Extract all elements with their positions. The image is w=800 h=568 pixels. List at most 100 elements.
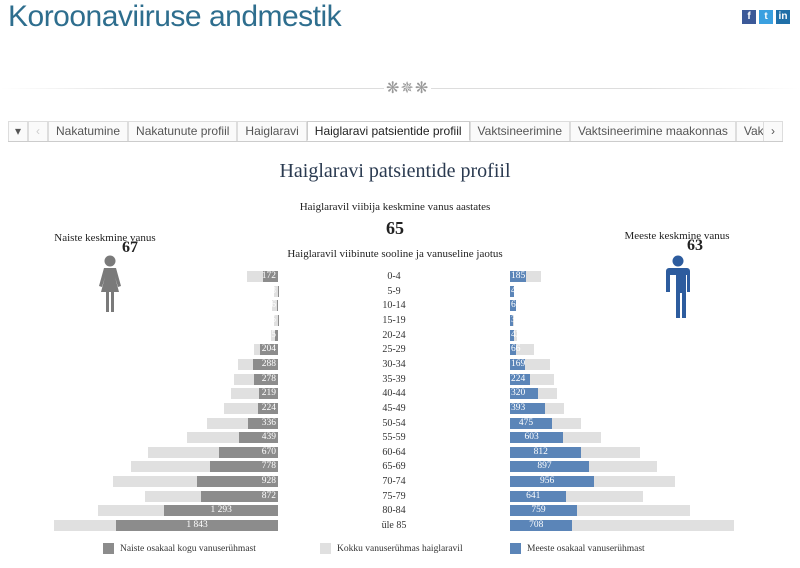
women-total-bar	[223, 402, 278, 414]
age-group-label: 15-19	[382, 314, 406, 326]
women-total-bar	[273, 285, 278, 297]
woman-icon	[99, 255, 121, 312]
men-value-label: 393	[511, 402, 526, 413]
women-value-label: 219	[261, 388, 276, 399]
linkedin-icon[interactable]: in	[776, 10, 790, 24]
men-bar	[510, 417, 552, 429]
tab-vaktsineerimine-maakonnas[interactable]: Vaktsineerimine maakonnas	[570, 121, 736, 141]
men-value-label: 39	[511, 314, 521, 325]
legend-swatch-women	[103, 543, 114, 554]
women-value-label: 278	[261, 373, 276, 384]
men-bar	[510, 490, 567, 502]
age-group-label: 20-24	[382, 329, 406, 341]
men-bar	[510, 505, 577, 517]
tab-vakts[interactable]: Vakts	[735, 121, 763, 141]
tab-nakatumine[interactable]: Nakatumine	[48, 121, 129, 141]
women-total-bar	[147, 446, 278, 458]
men-value-label: 66	[511, 344, 521, 355]
women-bar	[252, 358, 278, 370]
women-bar	[253, 373, 278, 385]
average-age-value: 65	[386, 218, 404, 238]
women-bar	[277, 300, 278, 312]
men-value-label: 759	[531, 505, 546, 516]
tab-haiglaravi-patsientide-profiil[interactable]: Haiglaravi patsientide profiil	[306, 121, 470, 141]
men-value-label: 63	[511, 300, 521, 311]
tab-haiglaravi[interactable]: Haiglaravi	[237, 121, 307, 141]
age-group-label: 5-9	[387, 285, 401, 297]
men-value-label: 475	[518, 417, 534, 428]
women-bar	[164, 505, 278, 517]
men-bar	[510, 388, 539, 400]
legend-label-women: Naiste osakaal kogu vanuserühmast	[120, 543, 256, 554]
legend-total: Kokku vanuserühmas haiglaravil	[320, 543, 463, 554]
tab-nakatunute-profiil[interactable]: Nakatunute profiil	[128, 121, 238, 141]
women-total-bar	[246, 271, 278, 282]
women-value-label: 288	[261, 358, 276, 369]
men-bar	[510, 358, 525, 370]
men-total-bar	[510, 490, 643, 502]
legend-men: Meeste osakaal vanuserühmast	[510, 543, 645, 554]
men-value-label: 603	[524, 432, 539, 443]
women-value-label: 6	[271, 300, 276, 311]
age-group-label: 60-64	[382, 446, 406, 458]
facebook-icon[interactable]: f	[742, 10, 756, 24]
women-total-bar	[130, 461, 278, 473]
legend-label-men: Meeste osakaal vanuserühmast	[527, 543, 645, 554]
women-bar	[116, 520, 278, 532]
women-total-bar	[271, 300, 278, 312]
men-bar	[510, 344, 516, 356]
women-average-value: 67	[122, 239, 138, 256]
women-value-label: 928	[261, 476, 276, 487]
age-group-label: 10-14	[382, 300, 406, 312]
men-value-label: 45	[511, 285, 521, 296]
men-value-label: 641	[526, 490, 541, 501]
dashboard-title: Haiglaravi patsientide profiil	[279, 160, 511, 182]
women-value-label: 5	[271, 314, 276, 325]
men-bar	[510, 373, 530, 385]
men-total-bar	[510, 373, 555, 385]
women-value-label: 336	[261, 417, 276, 428]
tab-menu-dropdown[interactable]: ▾	[8, 121, 28, 141]
men-bar	[510, 314, 514, 326]
age-group-label: 45-49	[382, 402, 406, 414]
women-value-label: 35	[266, 329, 277, 340]
women-value-label: 172	[261, 271, 276, 281]
women-total-bar	[206, 417, 278, 429]
legend-swatch-men	[510, 543, 521, 554]
age-group-label: 35-39	[382, 373, 406, 385]
age-group-label: 30-34	[382, 358, 406, 370]
women-bar	[209, 461, 278, 473]
tab-scroll-left[interactable]: ‹	[28, 121, 48, 141]
women-value-label: 3	[271, 285, 276, 296]
average-age-label: Haiglaravil viibija keskmine vanus aasta…	[299, 201, 491, 213]
men-bar	[510, 446, 582, 458]
men-bar	[510, 285, 514, 297]
women-value-label: 778	[261, 461, 276, 472]
app-title: Koroonaviiruse andmestik	[8, 0, 342, 33]
men-value-label: 812	[533, 446, 548, 457]
women-average-label: Naiste keskmine vanus	[54, 232, 156, 244]
men-total-bar	[510, 358, 551, 370]
age-group-label: 75-79	[382, 490, 406, 502]
men-bar	[510, 271, 527, 282]
age-group-label: 80-84	[382, 505, 406, 517]
men-bar	[510, 402, 545, 414]
women-total-bar	[230, 388, 278, 400]
women-bar	[262, 271, 278, 282]
twitter-icon[interactable]: t	[759, 10, 773, 24]
women-value-label: 204	[261, 344, 276, 355]
men-total-bar	[510, 505, 691, 517]
tab-scroll-right[interactable]: ›	[763, 121, 783, 141]
tab-bar: ▾ ‹ Nakatumine Nakatunute profiil Haiglara…	[8, 121, 783, 142]
men-bar	[510, 476, 594, 488]
men-bar	[510, 520, 573, 532]
women-bar	[258, 402, 278, 414]
women-bar	[239, 432, 278, 444]
ornament-icon: ❋✵❋	[384, 78, 432, 98]
men-value-label: 956	[539, 476, 555, 487]
age-group-label: 65-69	[382, 461, 406, 473]
women-bar	[248, 417, 278, 429]
tab-vaktsineerimine[interactable]: Vaktsineerimine	[469, 121, 571, 141]
women-total-bar	[112, 476, 278, 488]
